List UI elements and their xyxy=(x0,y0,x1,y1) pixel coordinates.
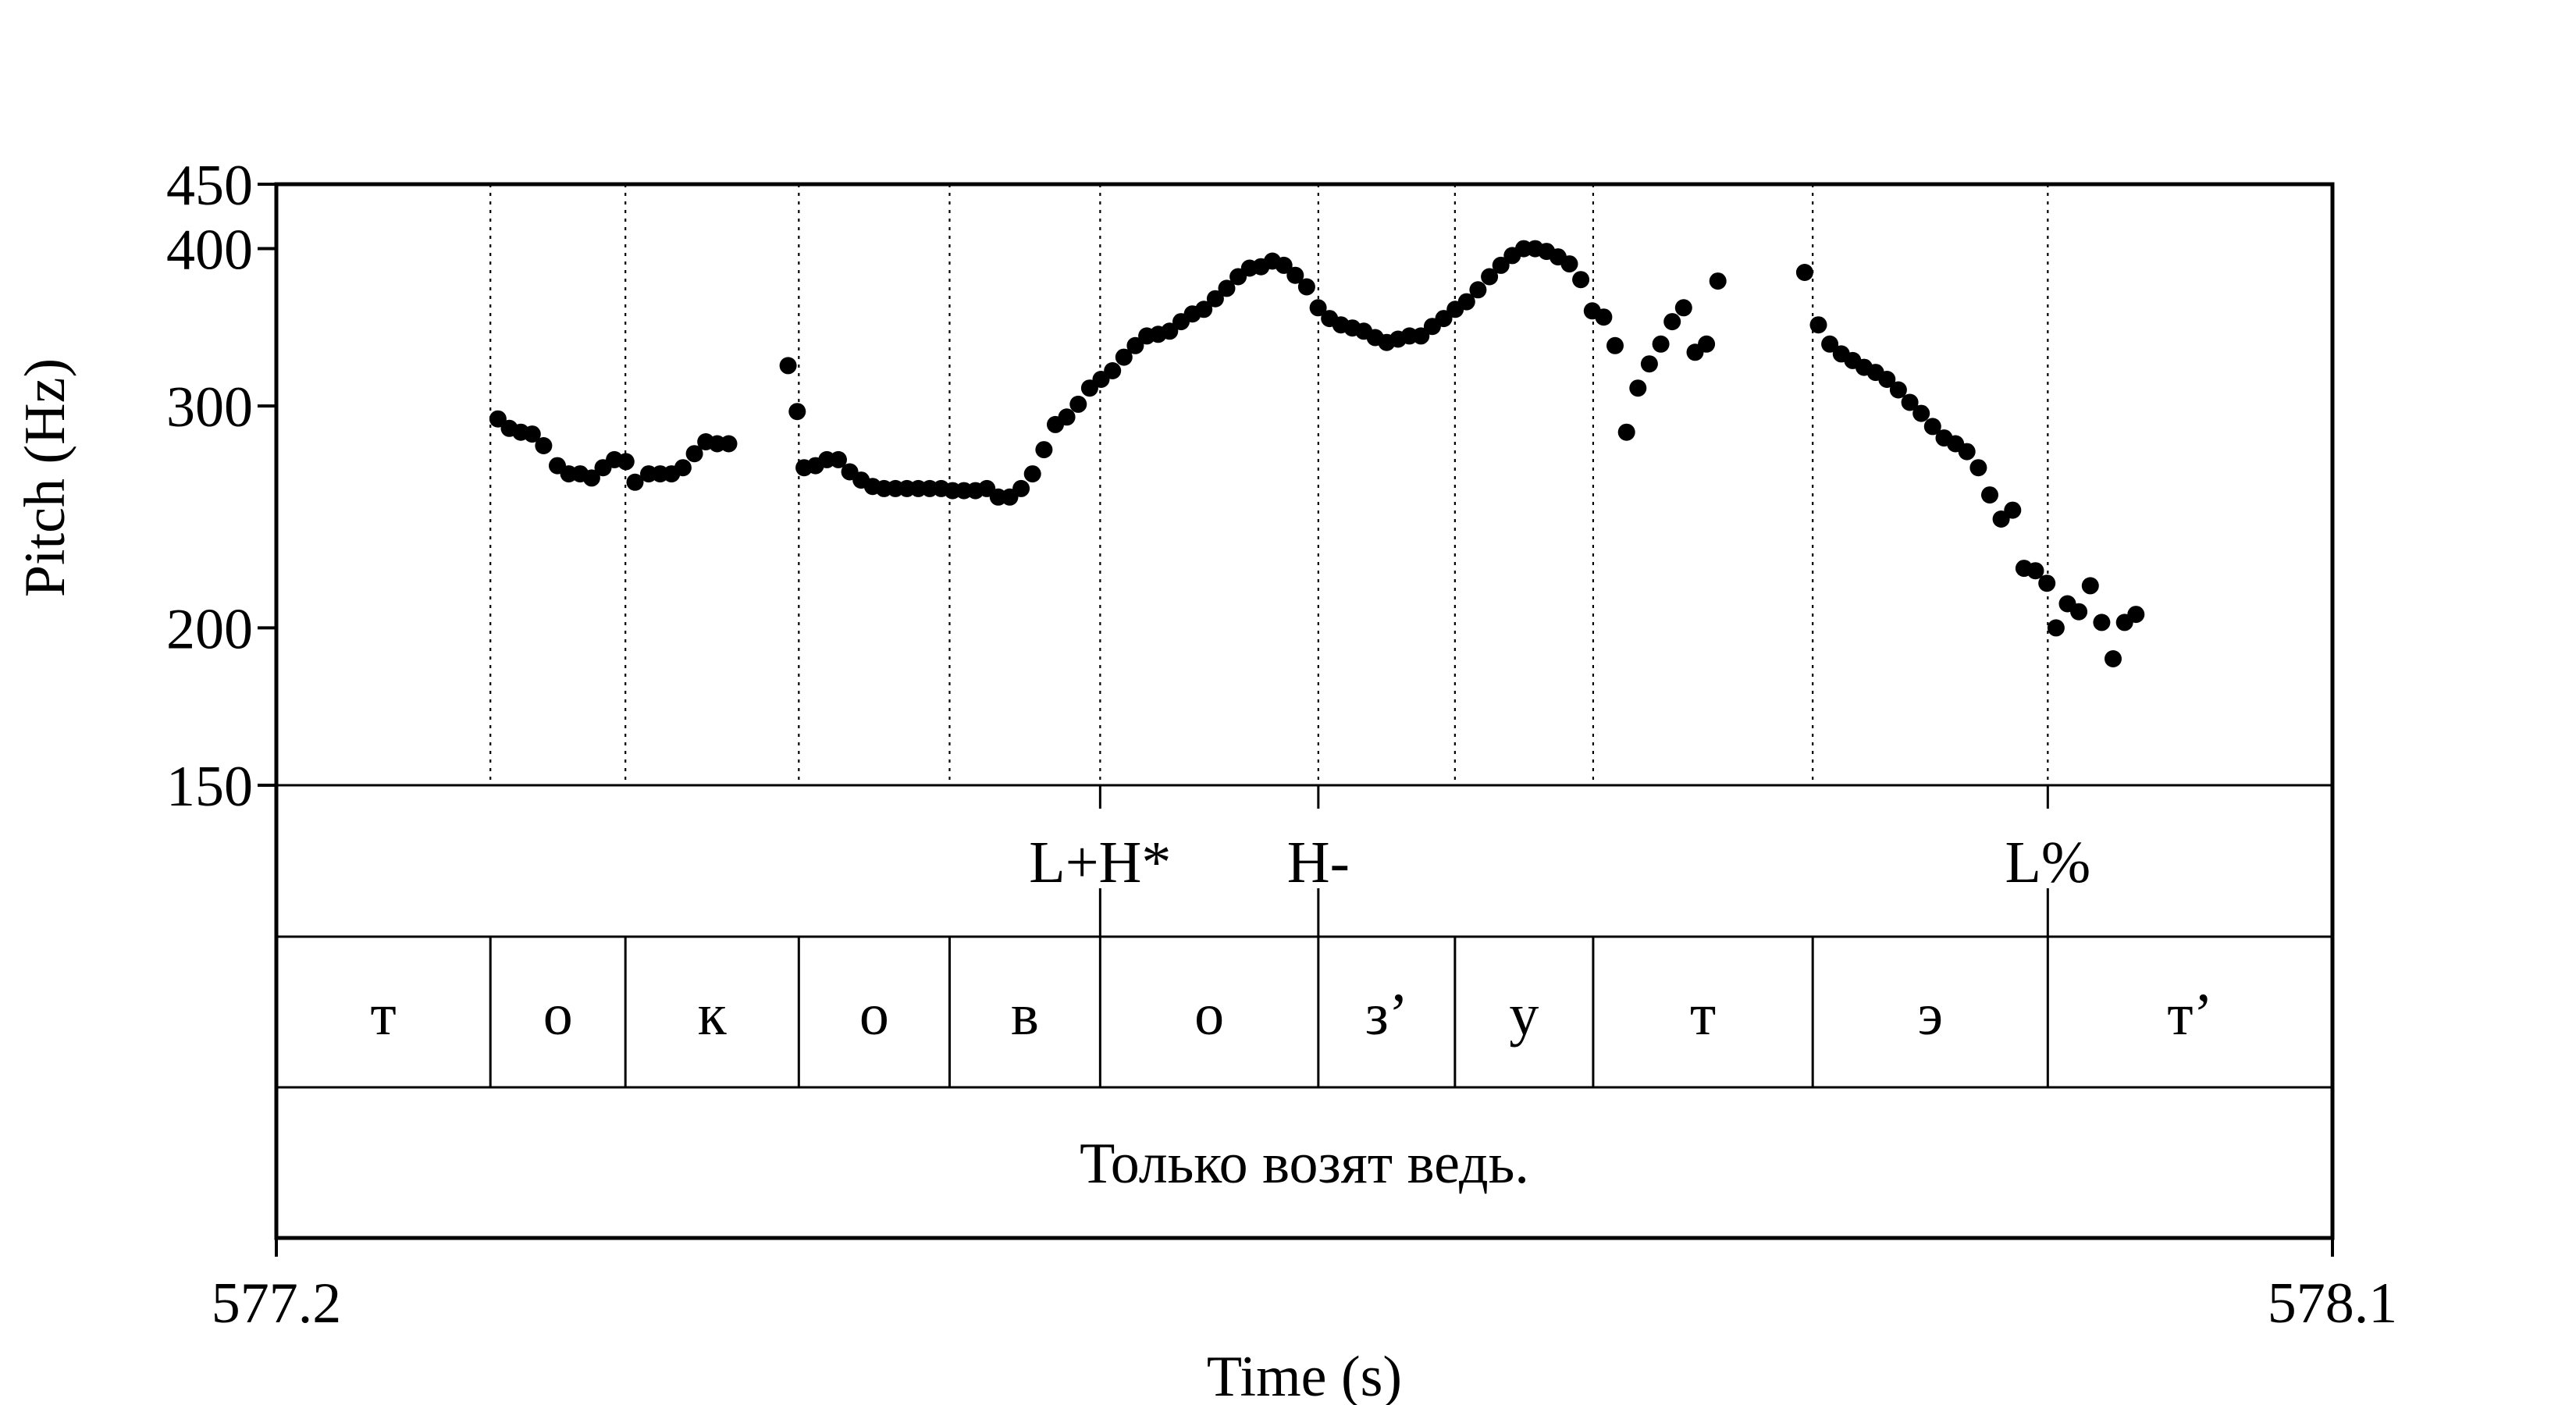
segment-label: т xyxy=(371,982,397,1048)
pitch-point xyxy=(1023,465,1041,483)
pitch-point xyxy=(2127,606,2145,624)
segment-label: к xyxy=(698,982,727,1048)
pitch-point xyxy=(1161,322,1179,340)
pitch-point xyxy=(1069,395,1087,413)
pitch-point xyxy=(1206,290,1224,308)
pitch-point xyxy=(1126,336,1144,354)
pitch-point xyxy=(1195,301,1213,318)
pitch-point xyxy=(1218,279,1236,297)
pitch-point xyxy=(1809,316,1827,334)
pitch-point xyxy=(1104,362,1122,379)
x-tick-label: 577.2 xyxy=(212,1272,342,1336)
pitch-point xyxy=(2070,603,2088,621)
segment-label: т xyxy=(1690,982,1716,1048)
y-tick-label: 400 xyxy=(166,219,253,283)
pitch-point xyxy=(1457,293,1475,311)
pitch-point xyxy=(1640,355,1658,373)
pitch-point xyxy=(1923,418,1941,436)
pitch-point xyxy=(1698,335,1716,353)
y-axis-title: Pitch (Hz) xyxy=(13,358,77,597)
segment-label: в xyxy=(1011,982,1039,1048)
pitch-point xyxy=(1595,308,1613,326)
tone-label: L% xyxy=(2005,830,2090,895)
x-axis-title: Time (s) xyxy=(1207,1345,1402,1405)
pitch-point xyxy=(2105,650,2122,667)
pitch-point xyxy=(2081,577,2099,595)
pitch-point xyxy=(1878,371,1896,388)
pitch-point xyxy=(1629,379,1647,397)
pitch-point xyxy=(2038,574,2056,592)
pitch-point xyxy=(685,445,703,463)
annotation-frame xyxy=(258,182,2335,1257)
pitch-point xyxy=(1795,264,1813,281)
pitch-point xyxy=(1958,443,1976,461)
pitch-point xyxy=(1889,381,1907,399)
pitch-point xyxy=(626,473,644,491)
pitch-point xyxy=(1674,299,1692,317)
segment-label: з’ xyxy=(1365,982,1408,1048)
pitch-point xyxy=(1969,459,1987,477)
y-tick-label: 200 xyxy=(166,597,253,661)
pitch-point xyxy=(674,459,692,477)
segment-label: э xyxy=(1917,982,1943,1048)
pitch-point xyxy=(582,469,600,487)
pitch-point xyxy=(1481,268,1499,286)
segment-label: о xyxy=(543,982,573,1048)
y-tick-label: 150 xyxy=(166,755,253,819)
y-tick-label: 450 xyxy=(166,154,253,218)
pitch-point xyxy=(1606,336,1624,354)
segment-label: о xyxy=(1194,982,1224,1048)
segment-label: о xyxy=(859,982,889,1048)
pitch-point xyxy=(1412,327,1430,345)
pitch-point xyxy=(1309,299,1327,317)
pitch-point xyxy=(1286,266,1304,284)
pitch-point xyxy=(720,435,738,453)
pitch-point xyxy=(1663,313,1681,331)
segment-label: у xyxy=(1509,982,1539,1048)
pitch-point xyxy=(1709,272,1727,290)
pitch-point xyxy=(1035,441,1053,459)
plot-frame xyxy=(274,182,2335,1240)
pitch-point xyxy=(1901,393,1919,411)
pitch-point xyxy=(1275,256,1293,274)
x-tick-label: 578.1 xyxy=(2268,1272,2398,1336)
pitch-point xyxy=(1435,310,1453,328)
sentence-label: Только возят ведь. xyxy=(1080,1132,1529,1196)
pitch-point xyxy=(1617,423,1635,441)
pitch-point xyxy=(523,425,541,443)
segment-label: т’ xyxy=(2167,982,2213,1048)
pitch-point xyxy=(1297,278,1315,296)
y-tick-label: 300 xyxy=(166,375,253,439)
tone-label: L+H* xyxy=(1029,830,1171,895)
pitch-point xyxy=(1560,255,1578,273)
pitch-point xyxy=(2004,501,2022,519)
pitch-point xyxy=(1469,281,1487,299)
pitch-point xyxy=(1115,348,1133,366)
pitch-point xyxy=(489,410,507,428)
pitch-point xyxy=(617,453,635,471)
pitch-point xyxy=(2047,619,2065,637)
pitch-point xyxy=(1012,479,1030,497)
pitch-point xyxy=(830,450,847,468)
pitch-point xyxy=(1572,271,1590,289)
tone-label: H- xyxy=(1287,830,1350,895)
pitch-point xyxy=(2093,614,2111,631)
pitch-point xyxy=(2026,562,2044,580)
pitch-point xyxy=(1652,335,1670,353)
pitch-point xyxy=(1912,404,1930,422)
pitch-point xyxy=(1492,256,1510,274)
pitch-point xyxy=(788,403,806,421)
pitch-point xyxy=(1058,408,1076,426)
pitch-point xyxy=(535,437,553,454)
plot-area xyxy=(489,184,2145,785)
pitch-point xyxy=(1821,335,1839,353)
pitch-point xyxy=(1981,486,1998,504)
pitch-point xyxy=(779,357,797,375)
